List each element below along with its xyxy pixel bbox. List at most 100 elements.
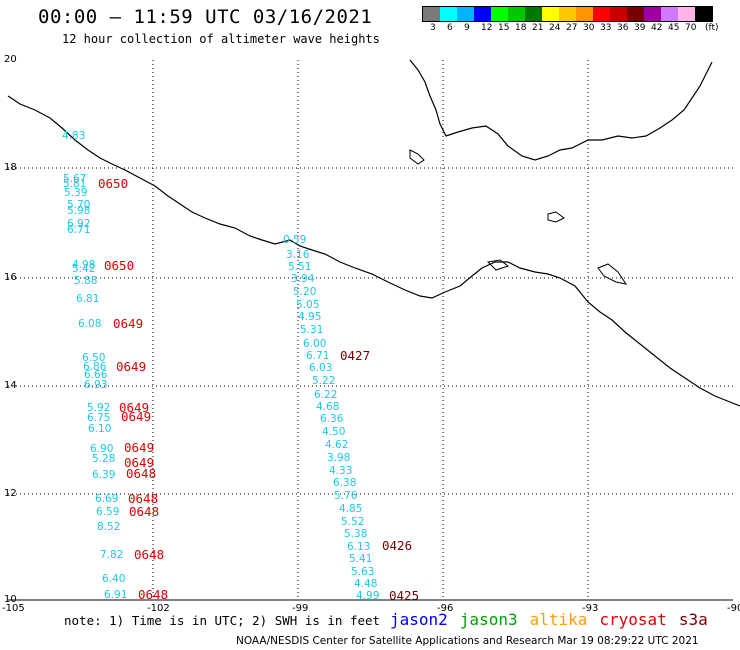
lon-tick-label: -99 <box>292 603 308 614</box>
legend-value: 18 <box>515 23 527 33</box>
legend-swatch <box>661 7 678 21</box>
swh-value-label: 5.67 <box>63 173 86 185</box>
swh-value-label: 4.98 <box>72 259 95 271</box>
pass-time-label: 0648 <box>134 547 164 562</box>
legend-value: 15 <box>498 23 510 33</box>
satellite-legend: jason2 jason3 altika cryosat s3a <box>390 610 720 629</box>
swh-value-label: 5.51 <box>288 261 311 273</box>
swh-value-label: 5.39 <box>64 187 87 199</box>
legend-swatch <box>678 7 695 21</box>
swh-value-label: 6.71 <box>67 224 90 236</box>
island <box>547 211 565 223</box>
lon-tick-label: -102 <box>147 603 170 614</box>
island <box>486 259 510 271</box>
legend-value: 45 <box>668 23 680 33</box>
swh-value-label: 4.99 <box>356 590 379 602</box>
legend-swatch <box>457 7 474 21</box>
legend-value: (ft) <box>705 23 719 33</box>
pass-time-label: 0649 <box>124 455 154 470</box>
legend-swatch <box>593 7 610 21</box>
swh-value-label: 5.22 <box>312 375 335 387</box>
legend-value: 9 <box>464 23 470 33</box>
legend-value: 27 <box>566 23 578 33</box>
lon-tick-label: -105 <box>2 603 25 614</box>
swh-value-label: 3.94 <box>291 273 315 285</box>
swh-value-label: 5.05 <box>296 299 319 311</box>
legend-swatch <box>559 7 576 21</box>
page-title: 00:00 – 11:59 UTC 03/16/2021 <box>38 6 373 28</box>
lat-tick-label: 16 <box>4 272 17 283</box>
swh-value-label: 6.91 <box>104 589 127 601</box>
swh-value-label: 6.86 <box>83 361 107 373</box>
pass-time-label: 0650 <box>98 176 128 191</box>
lon-tick-label: -96 <box>437 603 453 614</box>
swh-value-label: 6.03 <box>309 362 332 374</box>
pass-time-label: 0426 <box>382 538 412 553</box>
swh-value-label: 5.76 <box>334 490 358 502</box>
island <box>597 263 628 285</box>
swh-value-label: 6.92 <box>67 218 90 230</box>
swh-value-label: 6.75 <box>87 412 110 424</box>
swh-value-label: 6.59 <box>96 506 119 518</box>
swh-value-label: 4.62 <box>325 439 348 451</box>
swh-value-label: 4.50 <box>322 426 345 438</box>
swh-value-label: 6.69 <box>95 493 118 505</box>
swh-value-label: 6.13 <box>347 541 370 553</box>
swh-value-label: 6.50 <box>82 352 105 364</box>
pass-time-label: 0648 <box>126 466 156 481</box>
swh-value-label: 5.98 <box>67 205 90 217</box>
swh-value-label: 4.95 <box>298 311 321 323</box>
pass-time-label: 0650 <box>104 258 134 273</box>
swh-value-label: 6.38 <box>333 477 356 489</box>
swh-value-label: 4.85 <box>339 503 362 515</box>
swh-value-label: 6.71 <box>306 350 329 362</box>
pass-time-label: 0649 <box>119 400 149 415</box>
swh-value-label: 5.88 <box>74 275 97 287</box>
pass-time-label: 0648 <box>129 504 159 519</box>
swh-value-label: 3.16 <box>286 249 310 261</box>
swh-value-label: 6.36 <box>320 413 344 425</box>
legend-value: 3 <box>430 23 436 33</box>
legend-swatch <box>542 7 559 21</box>
swh-value-label: 5.20 <box>293 286 316 298</box>
satellite-legend-cryosat: cryosat <box>599 610 667 629</box>
swh-value-label: 5.70 <box>67 199 90 211</box>
pass-time-label: 0427 <box>340 348 370 363</box>
legend-swatch <box>627 7 644 21</box>
gulf-coast <box>409 59 713 161</box>
credit-line: NOAA/NESDIS Center for Satellite Applica… <box>236 635 699 647</box>
lon-tick-label: -90 <box>727 603 740 614</box>
pass-time-label: 0648 <box>128 491 158 506</box>
legend-value: 30 <box>583 23 595 33</box>
swh-value-label: 4.48 <box>354 578 377 590</box>
swh-value-label: 6.08 <box>78 318 101 330</box>
mexico-pacific-coast <box>7 95 740 407</box>
legend-value: 6 <box>447 23 453 33</box>
legend-swatch <box>423 7 440 21</box>
pass-time-label: 0649 <box>124 440 154 455</box>
legend-value: 36 <box>617 23 629 33</box>
coastline <box>7 59 740 407</box>
swh-value-label: 6.10 <box>88 423 111 435</box>
swh-value-label: 3.98 <box>327 452 350 464</box>
swh-value-label: 4.83 <box>62 130 85 142</box>
swh-value-label: 6.40 <box>102 573 125 585</box>
lat-tick-label: 20 <box>4 54 17 65</box>
legend-swatch <box>440 7 457 21</box>
pass-time-label: 0649 <box>116 359 146 374</box>
pass-time-label: 0649 <box>113 316 143 331</box>
legend-value: 39 <box>634 23 646 33</box>
lat-tick-label: 18 <box>4 162 17 173</box>
swh-value-label: 6.00 <box>303 338 326 350</box>
lat-tick-label: 10 <box>4 594 17 605</box>
satellite-legend-altika: altika <box>529 610 588 629</box>
legend-swatch <box>576 7 593 21</box>
page-subtitle: 12 hour collection of altimeter wave hei… <box>62 32 380 46</box>
satellite-legend-s3a: s3a <box>678 610 708 629</box>
swh-value-label: 6.81 <box>76 293 99 305</box>
legend-swatch <box>508 7 525 21</box>
legend-value: 70 <box>685 23 697 33</box>
swh-value-label: 5.38 <box>344 528 367 540</box>
legend-value: 21 <box>532 23 544 33</box>
